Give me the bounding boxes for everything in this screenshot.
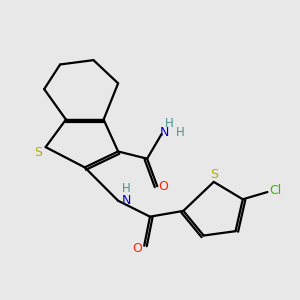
Text: N: N	[160, 126, 169, 139]
Text: S: S	[34, 146, 42, 159]
Text: H: H	[176, 126, 185, 139]
Text: O: O	[159, 180, 169, 193]
Text: H: H	[164, 117, 173, 130]
Text: Cl: Cl	[269, 184, 282, 197]
Text: N: N	[122, 194, 131, 207]
Text: H: H	[122, 182, 130, 195]
Text: S: S	[210, 168, 218, 181]
Text: O: O	[132, 242, 142, 255]
